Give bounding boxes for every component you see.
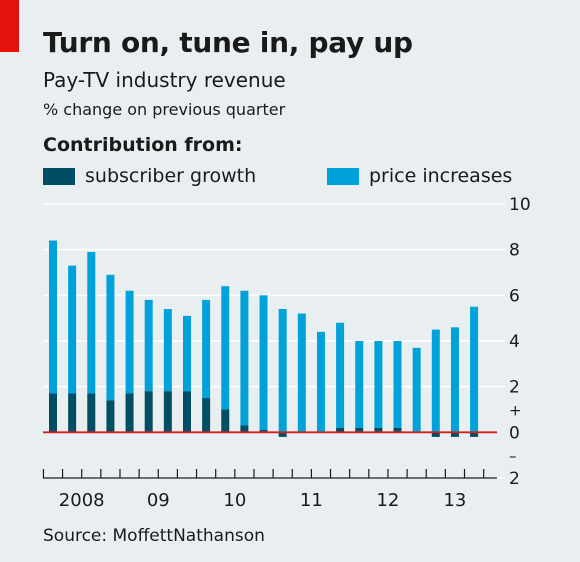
y-tick-label: 10: [509, 195, 531, 215]
y-tick-label: –: [509, 447, 517, 465]
y-tick-label: 6: [509, 286, 520, 306]
legend-title: Contribution from:: [43, 134, 243, 156]
bar-subscriber-growth: [336, 427, 345, 433]
bar-subscriber-growth: [450, 432, 459, 437]
legend-swatch-subscriber-growth: [43, 167, 75, 185]
x-tick-label: 2008: [59, 490, 105, 511]
bar-price-increases: [49, 240, 57, 394]
y-tick-label: +: [509, 402, 522, 420]
bar-price-increases: [144, 299, 153, 392]
bar-price-increases: [278, 309, 287, 433]
bar-subscriber-growth: [202, 398, 211, 433]
bar-price-increases: [240, 290, 249, 426]
legend-item-subscriber-growth: subscriber growth: [43, 164, 256, 188]
bar-subscriber-growth: [393, 427, 402, 433]
bar-subscriber-growth: [87, 393, 96, 433]
x-tick-label: 12: [376, 490, 399, 511]
accent-tag: [0, 0, 19, 52]
bar-price-increases: [106, 274, 115, 401]
bar-price-increases: [68, 265, 77, 394]
bar-price-increases: [336, 322, 345, 428]
x-tick-label: 13: [443, 490, 466, 511]
bar-subscriber-growth: [355, 427, 364, 433]
bar-price-increases: [182, 315, 191, 392]
bar-price-increases: [202, 299, 211, 399]
chart-subtitle: Pay-TV industry revenue: [43, 68, 286, 92]
bar-price-increases: [316, 331, 325, 433]
bar-price-increases: [450, 327, 459, 433]
bar-subscriber-growth: [125, 393, 134, 433]
bar-price-increases: [221, 286, 230, 410]
bar-subscriber-growth: [374, 427, 383, 433]
y-tick-label: 0: [509, 423, 520, 443]
chart-unit: % change on previous quarter: [43, 100, 286, 119]
y-tick-label: 4: [509, 332, 520, 352]
bar-subscriber-growth: [49, 393, 57, 433]
bar-price-increases: [374, 341, 383, 428]
bar-subscriber-growth: [431, 432, 440, 437]
x-tick-label: 10: [223, 490, 246, 511]
bar-subscriber-growth: [68, 393, 77, 433]
bar-subscriber-growth: [144, 391, 153, 433]
x-tick-label: 09: [147, 490, 170, 511]
bar-price-increases: [355, 341, 364, 428]
bar-price-increases: [297, 313, 306, 433]
y-tick-label: 8: [509, 241, 520, 261]
legend-label-price-increases: price increases: [369, 165, 513, 187]
legend-item-price-increases: price increases: [327, 164, 512, 188]
bar-price-increases: [412, 347, 421, 433]
bar-subscriber-growth: [240, 425, 249, 433]
bar-subscriber-growth: [221, 409, 230, 433]
bar-price-increases: [87, 251, 96, 394]
bar-subscriber-growth: [278, 432, 287, 437]
bar-price-increases: [125, 290, 134, 394]
bar-subscriber-growth: [470, 432, 479, 437]
legend-label-subscriber-growth: subscriber growth: [85, 165, 257, 187]
bar-subscriber-growth: [182, 391, 191, 433]
bar-subscriber-growth: [106, 400, 115, 433]
bar-subscriber-growth: [259, 430, 268, 433]
bar-subscriber-growth: [163, 391, 172, 433]
legend-swatch-price-increases: [327, 167, 359, 185]
x-tick-label: 11: [300, 490, 323, 511]
bar-price-increases: [470, 306, 479, 433]
bar-price-increases: [259, 295, 268, 431]
y-tick-label: 2: [509, 469, 520, 489]
chart-title: Turn on, tune in, pay up: [43, 26, 413, 59]
chart-plot: 10 8 6 4 2 +0 – 2 2008 09 10 11 12 13: [42, 195, 531, 511]
bar-price-increases: [163, 309, 172, 392]
chart-source: Source: MoffettNathanson: [43, 526, 265, 546]
bar-price-increases: [431, 329, 440, 433]
y-tick-label: 2: [509, 378, 520, 398]
bar-price-increases: [393, 341, 402, 428]
